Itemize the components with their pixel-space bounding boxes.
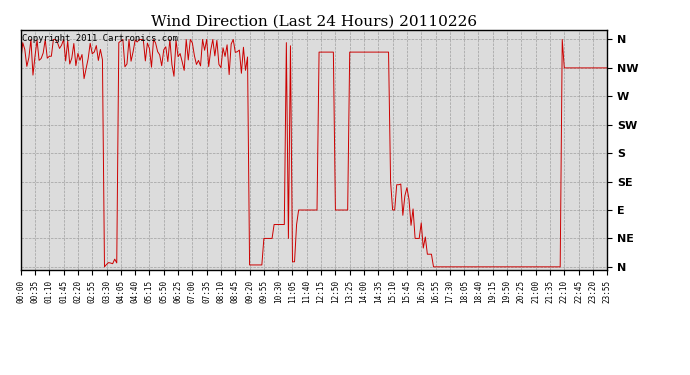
Title: Wind Direction (Last 24 Hours) 20110226: Wind Direction (Last 24 Hours) 20110226: [151, 15, 477, 29]
Text: Copyright 2011 Cartronics.com: Copyright 2011 Cartronics.com: [22, 34, 178, 43]
